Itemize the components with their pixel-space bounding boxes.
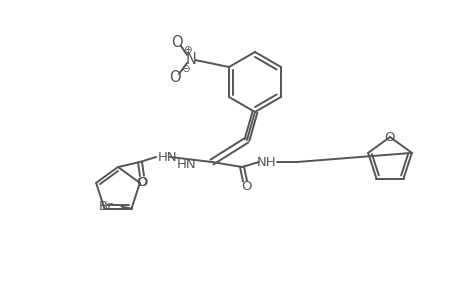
Text: O: O — [171, 34, 182, 50]
Text: ⊕: ⊕ — [182, 45, 191, 55]
Text: HN: HN — [176, 158, 196, 170]
Text: HN: HN — [158, 151, 178, 164]
Text: N: N — [185, 52, 196, 67]
Text: O: O — [241, 181, 252, 194]
Text: O: O — [136, 176, 147, 188]
Text: O: O — [169, 70, 180, 85]
Text: ⊖: ⊖ — [180, 64, 189, 74]
Text: O: O — [137, 176, 148, 189]
Text: NH: NH — [257, 155, 276, 169]
Text: O: O — [384, 130, 394, 143]
Text: Br: Br — [99, 200, 113, 213]
